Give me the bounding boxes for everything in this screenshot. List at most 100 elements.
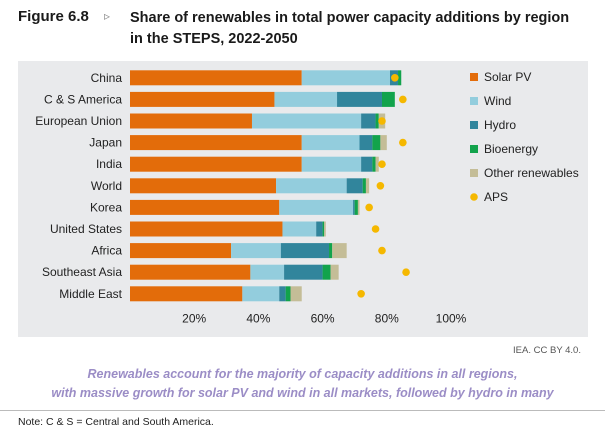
x-tick-100: 100% [436, 312, 467, 326]
x-tick-80: 80% [375, 312, 399, 326]
bar-bioenergy-united-states [322, 221, 325, 237]
bar-wind-japan [301, 135, 360, 151]
aps-point-middle-east [357, 290, 365, 298]
category-label-c-s-america: C & S America [44, 92, 122, 106]
aps-point-world [376, 182, 385, 190]
legend-label-aps: APS [484, 190, 508, 204]
bar-wind-c-s-america [274, 91, 338, 107]
figure-arrow-icon: ▹ [104, 9, 111, 23]
note-section: Note: C & S = Central and South America. [0, 410, 605, 428]
x-tick-20: 20% [182, 312, 206, 326]
bar-other-renewables-southeast-asia [330, 264, 339, 280]
category-label-india: India [96, 157, 122, 171]
bar-solar-pv-korea [130, 199, 280, 215]
bar-hydro-middle-east [279, 286, 286, 302]
bar-bioenergy-japan [372, 135, 381, 151]
aps-point-southeast-asia [402, 268, 410, 276]
bar-solar-pv-china [130, 70, 302, 86]
category-label-middle-east: Middle East [59, 287, 122, 301]
bar-bioenergy-world [362, 178, 366, 194]
bar-other-renewables-korea [357, 199, 360, 215]
bar-wind-middle-east [242, 286, 280, 302]
aps-point-china [391, 74, 399, 82]
category-label-world: World [91, 179, 122, 193]
category-label-united-states: United States [50, 222, 122, 236]
legend-swatch-bioenergy [470, 145, 478, 153]
category-label-european-union: European Union [35, 114, 122, 128]
legend-label-solar-pv: Solar PV [484, 70, 531, 84]
figure-caption: Renewables account for the majority of c… [0, 365, 605, 403]
bar-hydro-world [346, 178, 363, 194]
bar-hydro-southeast-asia [284, 264, 323, 280]
aps-point-european-union [378, 117, 386, 125]
bar-bioenergy-c-s-america [381, 91, 395, 107]
bar-bioenergy-china [398, 70, 402, 86]
bar-solar-pv-european-union [130, 113, 252, 129]
chart-panel: China C & S America European Union Japan Ind… [18, 61, 588, 337]
category-label-africa: Africa [91, 244, 122, 258]
bar-wind-southeast-asia [250, 264, 285, 280]
aps-point-india [378, 160, 386, 168]
bar-other-renewables-middle-east [290, 286, 302, 302]
bar-solar-pv-c-s-america [130, 91, 275, 107]
legend-swatch-wind [470, 97, 478, 105]
bar-bioenergy-africa [329, 243, 333, 259]
note-text: Note: C & S = Central and South America. [18, 416, 214, 428]
aps-point-japan [399, 138, 407, 147]
bar-hydro-korea [353, 199, 355, 215]
bar-solar-pv-united-states [130, 221, 283, 237]
bar-solar-pv-africa [130, 243, 232, 259]
bar-solar-pv-middle-east [130, 286, 243, 302]
category-label-southeast-asia: Southeast Asia [42, 265, 122, 279]
bar-hydro-india [361, 156, 373, 172]
bar-other-renewables-world [365, 178, 370, 194]
category-label-korea: Korea [90, 200, 122, 214]
legend-swatch-other-renewables [470, 169, 478, 177]
bar-solar-pv-world [130, 178, 277, 194]
legend-swatch-hydro [470, 121, 478, 129]
x-tick-60: 60% [311, 312, 335, 326]
source-credit: IEA. CC BY 4.0. [513, 345, 581, 356]
bar-wind-korea [279, 199, 354, 215]
bar-wind-world [276, 178, 347, 194]
aps-point-africa [378, 246, 386, 255]
bar-wind-india [301, 156, 362, 172]
bar-other-renewables-india [375, 156, 379, 172]
x-tick-40: 40% [246, 312, 270, 326]
bar-other-renewables-united-states [324, 221, 326, 237]
legend-swatch-aps [470, 193, 478, 201]
bar-wind-european-union [251, 113, 362, 129]
caption-line-1: Renewables account for the majority of c… [87, 367, 518, 381]
bar-bioenergy-korea [354, 199, 358, 215]
caption-line-2: with massive growth for solar PV and win… [51, 386, 554, 400]
bar-hydro-japan [359, 135, 373, 151]
legend-label-wind: Wind [484, 94, 511, 108]
bar-solar-pv-japan [130, 135, 302, 151]
bar-hydro-united-states [316, 221, 323, 237]
bar-wind-united-states [282, 221, 317, 237]
bar-bioenergy-middle-east [285, 286, 291, 302]
bar-other-renewables-africa [332, 243, 347, 259]
figure-label: Figure 6.8 [18, 8, 89, 25]
bar-bioenergy-india [372, 156, 376, 172]
bar-hydro-africa [280, 243, 330, 259]
legend-label-bioenergy: Bioenergy [484, 142, 538, 156]
bar-bioenergy-southeast-asia [322, 264, 331, 280]
bar-other-renewables-japan [380, 135, 387, 151]
category-label-japan: Japan [89, 136, 122, 150]
bar-bioenergy-european-union [375, 113, 379, 129]
legend-label-hydro: Hydro [484, 118, 516, 132]
legend-label-other-renewables: Other renewables [484, 166, 579, 180]
bar-wind-africa [231, 243, 281, 259]
bar-solar-pv-india [130, 156, 302, 172]
renewables-share-chart: China C & S America European Union Japan Ind… [35, 70, 579, 326]
legend-swatch-solar-pv [470, 73, 478, 81]
aps-point-korea [365, 203, 373, 212]
figure-title: Share of renewables in total power capac… [130, 10, 570, 47]
aps-point-united-states [371, 225, 380, 233]
bar-hydro-c-s-america [337, 91, 382, 107]
bar-wind-china [301, 70, 391, 86]
aps-point-c-s-america [399, 95, 407, 104]
category-label-china: China [91, 71, 123, 85]
bar-hydro-european-union [361, 113, 376, 129]
